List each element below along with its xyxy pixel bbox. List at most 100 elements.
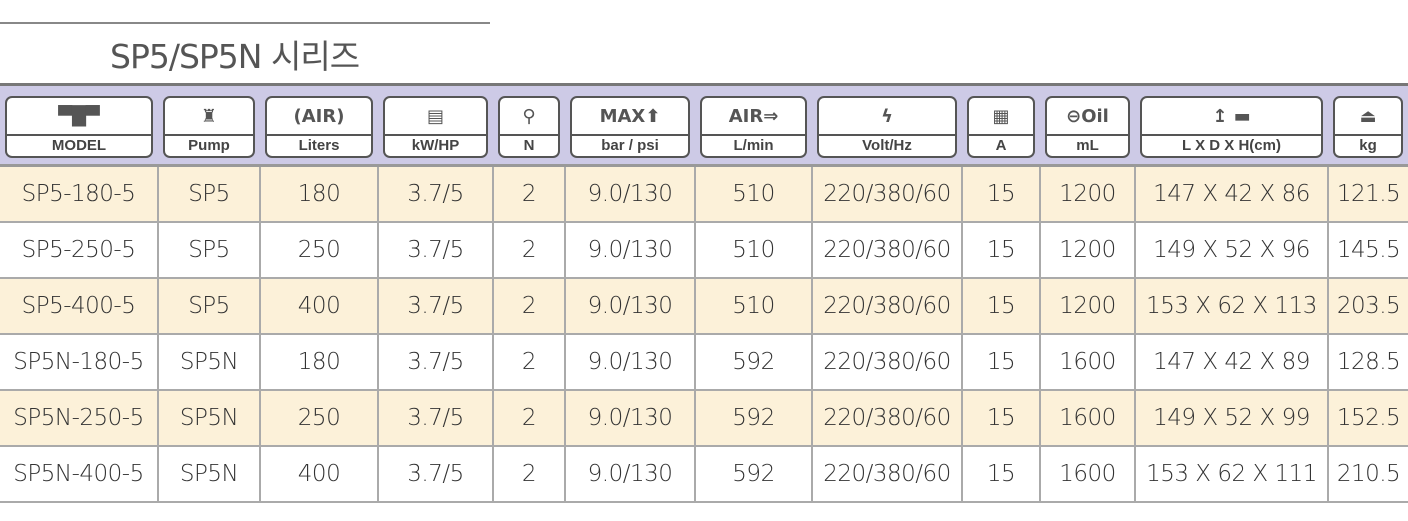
column-header: AIR⇒ L/min (695, 85, 812, 166)
table-cell: 220/380/60 (812, 446, 963, 503)
table-row: SP5-180-5 SP5 180 3.7/5 2 9.0/130 510 220/380/6… (0, 165, 1408, 223)
table-cell: 210.5 (1328, 446, 1408, 503)
table-cell: 510 (695, 165, 813, 223)
column-header: MAX⬆ bar / psi (565, 85, 695, 166)
column-header: ▀█▀ MODEL (0, 85, 158, 166)
table-cell: 3.7/5 (378, 334, 494, 391)
table-cell: 15 (962, 222, 1041, 279)
title-rule (0, 22, 490, 24)
table-cell: 220/380/60 (812, 222, 963, 279)
column-label: L X D X H(cm) (1142, 134, 1321, 156)
table-cell: 15 (962, 165, 1041, 223)
table-cell: 3.7/5 (378, 222, 494, 279)
table-cell: 592 (695, 446, 813, 503)
column-label: kW/HP (385, 134, 486, 156)
table-cell: 2 (493, 446, 566, 503)
column-header: ↥ ▬ L X D X H(cm) (1135, 85, 1328, 166)
table-cell: SP5N-400-5 (0, 446, 159, 503)
column-header: ⊖Oil mL (1040, 85, 1135, 166)
table-cell: 250 (260, 390, 379, 447)
table-cell: 149 X 52 X 99 (1135, 390, 1329, 447)
column-header: ϟ Volt/Hz (812, 85, 962, 166)
column-header: ▦ A (962, 85, 1040, 166)
table-cell: 2 (493, 222, 566, 279)
table-cell: 9.0/130 (565, 165, 696, 223)
table-cell: 592 (695, 334, 813, 391)
table-cell: 9.0/130 (565, 222, 696, 279)
table-cell: 2 (493, 278, 566, 335)
table-cell: 180 (260, 165, 379, 223)
table-cell: 15 (962, 446, 1041, 503)
table-cell: 9.0/130 (565, 390, 696, 447)
table-cell: 9.0/130 (565, 334, 696, 391)
table-row: SP5-400-5 SP5 400 3.7/5 2 9.0/130 510 220/380/6… (0, 278, 1408, 335)
table-cell: 152.5 (1328, 390, 1408, 447)
table-cell: 220/380/60 (812, 278, 963, 335)
table-cell: 15 (962, 278, 1041, 335)
table-cell: 1600 (1040, 334, 1136, 391)
pump-icon: ♜ (200, 105, 218, 127)
table-cell: 3.7/5 (378, 165, 494, 223)
table-cell: 250 (260, 222, 379, 279)
table-row: SP5N-250-5 SP5N 250 3.7/5 2 9.0/130 592 220/380… (0, 390, 1408, 447)
table-cell: SP5N (158, 334, 261, 391)
column-label: kg (1335, 134, 1401, 156)
column-label: N (500, 134, 558, 156)
table-cell: 2 (493, 334, 566, 391)
table-cell: 147 X 42 X 86 (1135, 165, 1329, 223)
table-cell: 9.0/130 (565, 278, 696, 335)
column-header: ⏏ kg (1328, 85, 1408, 166)
motor-icon: ▤ (426, 105, 444, 127)
column-label: L/min (702, 134, 805, 156)
table-cell: SP5-250-5 (0, 222, 159, 279)
lightning-icon: ϟ (881, 105, 893, 127)
piston-icon: ⚲ (522, 105, 536, 127)
oil-icon: ⊖Oil (1066, 105, 1109, 127)
table-cell: 510 (695, 222, 813, 279)
table-row: SP5N-180-5 SP5N 180 3.7/5 2 9.0/130 592 220/380… (0, 334, 1408, 391)
table-cell: 1600 (1040, 446, 1136, 503)
column-label: Volt/Hz (819, 134, 955, 156)
table-cell: 1600 (1040, 390, 1136, 447)
table-cell: 400 (260, 278, 379, 335)
column-header: (AIR) Liters (260, 85, 378, 166)
air-flow-icon: AIR⇒ (728, 105, 779, 127)
table-row: SP5-250-5 SP5 250 3.7/5 2 9.0/130 510 220/380/6… (0, 222, 1408, 279)
table-cell: 153 X 62 X 111 (1135, 446, 1329, 503)
table-cell: 145.5 (1328, 222, 1408, 279)
table-cell: 3.7/5 (378, 390, 494, 447)
table-cell: 1200 (1040, 222, 1136, 279)
air-tank-icon: (AIR) (293, 105, 345, 127)
table-cell: 149 X 52 X 96 (1135, 222, 1329, 279)
table-cell: 220/380/60 (812, 165, 963, 223)
table-cell: SP5N-180-5 (0, 334, 159, 391)
table-cell: SP5 (158, 222, 261, 279)
table-cell: SP5-180-5 (0, 165, 159, 223)
column-header: ♜ Pump (158, 85, 260, 166)
table-cell: 2 (493, 165, 566, 223)
table-cell: SP5N (158, 446, 261, 503)
table-cell: 220/380/60 (812, 390, 963, 447)
table-cell: 3.7/5 (378, 278, 494, 335)
column-label: Pump (165, 134, 253, 156)
column-label: MODEL (7, 134, 151, 156)
column-header: ⚲ N (493, 85, 565, 166)
table-cell: SP5 (158, 278, 261, 335)
table-cell: 121.5 (1328, 165, 1408, 223)
weight-icon: ⏏ (1359, 105, 1377, 127)
table-cell: 510 (695, 278, 813, 335)
table-cell: 1200 (1040, 278, 1136, 335)
max-pressure-icon: MAX⬆ (599, 105, 661, 127)
table-cell: SP5N-250-5 (0, 390, 159, 447)
table-cell: 400 (260, 446, 379, 503)
table-cell: 180 (260, 334, 379, 391)
table-cell: SP5 (158, 165, 261, 223)
column-label: bar / psi (572, 134, 688, 156)
spec-table: ▀█▀ MODEL ♜ Pump (AIR) Liters ▤ kW/HP ⚲ N MAX⬆ bar … (0, 83, 1408, 503)
table-cell: 3.7/5 (378, 446, 494, 503)
table-cell: 220/380/60 (812, 334, 963, 391)
table-cell: 9.0/130 (565, 446, 696, 503)
table-cell: 147 X 42 X 89 (1135, 334, 1329, 391)
table-cell: 592 (695, 390, 813, 447)
column-header: ▤ kW/HP (378, 85, 493, 166)
